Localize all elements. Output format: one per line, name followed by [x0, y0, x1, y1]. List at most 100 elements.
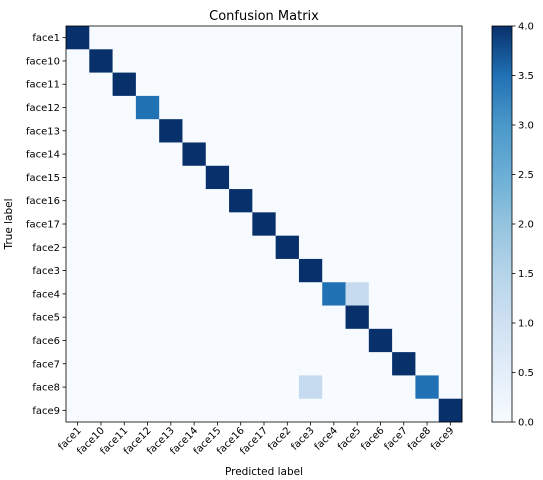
heatmap-cell-face1-face5 — [345, 26, 370, 50]
y-tick-label: face4 — [32, 289, 60, 300]
x-tick-label: face9 — [429, 425, 456, 452]
heatmap-cell-face9-face16 — [229, 398, 253, 423]
heatmap-cell-face5-face6 — [368, 305, 393, 330]
heatmap-cell-face10-face1 — [66, 49, 90, 73]
heatmap-cell-face15-face13 — [159, 165, 183, 190]
heatmap-cell-face7-face7 — [392, 352, 416, 376]
heatmap-cell-face16-face14 — [182, 189, 207, 213]
x-tick-label: face2 — [266, 425, 293, 452]
heatmap-cell-face14-face1 — [66, 142, 90, 167]
heatmap-cell-face16-face7 — [392, 189, 416, 213]
heatmap-cell-face5-face17 — [252, 305, 277, 330]
heatmap-cell-face1-face11 — [112, 26, 137, 50]
colorbar-tick-label: 1.0 — [518, 319, 534, 330]
heatmap-cell-face10-face4 — [322, 49, 346, 73]
heatmap-cell-face2-face5 — [345, 235, 370, 260]
heatmap-cell-face6-face7 — [392, 328, 416, 353]
heatmap-cell-face5-face12 — [135, 305, 160, 330]
heatmap-cell-face2-face14 — [182, 235, 207, 260]
heatmap-cell-face12-face16 — [229, 95, 253, 120]
heatmap-cell-face7-face12 — [135, 352, 160, 376]
heatmap-cell-face10-face7 — [392, 49, 416, 73]
heatmap-cell-face12-face13 — [159, 95, 183, 120]
heatmap-cell-face17-face14 — [182, 212, 207, 237]
heatmap-cell-face4-face17 — [252, 282, 277, 306]
y-tick-label: face12 — [26, 103, 60, 114]
y-tick-label: face2 — [32, 243, 60, 254]
heatmap-cell-face10-face3 — [298, 49, 323, 73]
heatmap-cell-face12-face4 — [322, 95, 346, 120]
heatmap-cell-face4-face1 — [66, 282, 90, 306]
heatmap-cell-face10-face2 — [275, 49, 300, 73]
heatmap-cell-face13-face13 — [159, 119, 183, 143]
heatmap-cell-face16-face5 — [345, 189, 370, 213]
heatmap-cell-face15-face16 — [229, 165, 253, 190]
heatmap-cell-face15-face12 — [135, 165, 160, 190]
heatmap-cell-face2-face1 — [66, 235, 90, 260]
heatmap-cell-face16-face1 — [66, 189, 90, 213]
heatmap-cell-face13-face12 — [135, 119, 160, 143]
heatmap-cell-face8-face14 — [182, 375, 207, 400]
heatmap-cell-face14-face11 — [112, 142, 137, 167]
colorbar-tick-label: 2.0 — [518, 220, 534, 231]
heatmap-cell-face10-face16 — [229, 49, 253, 73]
heatmap-cell-face14-face16 — [229, 142, 253, 167]
heatmap-cell-face15-face15 — [205, 165, 230, 190]
heatmap-cell-face7-face6 — [368, 352, 393, 376]
heatmap-cell-face4-face3 — [298, 282, 323, 306]
heatmap-cell-face13-face11 — [112, 119, 137, 143]
heatmap-cell-face17-face11 — [112, 212, 137, 237]
heatmap-cell-face14-face9 — [438, 142, 463, 167]
heatmap-cell-face4-face2 — [275, 282, 300, 306]
heatmap-cell-face6-face9 — [438, 328, 463, 353]
heatmap-cell-face10-face12 — [135, 49, 160, 73]
y-tick-label: face8 — [32, 383, 60, 394]
heatmap-cell-face3-face1 — [66, 258, 90, 283]
heatmap-cell-face14-face2 — [275, 142, 300, 167]
heatmap-cell-face15-face5 — [345, 165, 370, 190]
heatmap-cell-face14-face14 — [182, 142, 207, 167]
heatmap-cell-face2-face11 — [112, 235, 137, 260]
heatmap-cell-face6-face6 — [368, 328, 393, 353]
heatmap-cell-face9-face17 — [252, 398, 277, 423]
colorbar-ticks: 0.0 0.5 1.0 1.5 2.0 2.5 3.0 3.5 4.0 — [512, 22, 534, 429]
heatmap-cell-face15-face1 — [66, 165, 90, 190]
heatmap-cell-face11-face12 — [135, 72, 160, 97]
heatmap-cell-face4-face6 — [368, 282, 393, 306]
heatmap-cell-face1-face13 — [159, 26, 183, 50]
heatmap-cell-face13-face17 — [252, 119, 277, 143]
heatmap-cell-face11-face9 — [438, 72, 463, 97]
heatmap-cell-face16-face3 — [298, 189, 323, 213]
heatmap-cell-face3-face11 — [112, 258, 137, 283]
heatmap-cell-face3-face12 — [135, 258, 160, 283]
heatmap-cell-face2-face4 — [322, 235, 346, 260]
heatmap-cell-face3-face2 — [275, 258, 300, 283]
heatmap-cell-face7-face15 — [205, 352, 230, 376]
heatmap-cell-face5-face10 — [89, 305, 113, 330]
heatmap-cell-face1-face9 — [438, 26, 463, 50]
heatmap-cell-face2-face9 — [438, 235, 463, 260]
heatmap-cell-face6-face2 — [275, 328, 300, 353]
heatmap-cell-face2-face6 — [368, 235, 393, 260]
heatmap-cell-face5-face7 — [392, 305, 416, 330]
heatmap-cell-face2-face17 — [252, 235, 277, 260]
heatmap-cell-face12-face17 — [252, 95, 277, 120]
heatmap-cell-face12-face1 — [66, 95, 90, 120]
heatmap-cell-face10-face9 — [438, 49, 463, 73]
heatmap-cell-face6-face8 — [415, 328, 440, 353]
heatmap-cell-face5-face14 — [182, 305, 207, 330]
heatmap-cell-face6-face4 — [322, 328, 346, 353]
heatmap-cell-face9-face15 — [205, 398, 230, 423]
heatmap-cell-face2-face8 — [415, 235, 440, 260]
heatmap-cell-face13-face8 — [415, 119, 440, 143]
heatmap-cell-face5-face2 — [275, 305, 300, 330]
heatmap-cell-face1-face8 — [415, 26, 440, 50]
heatmap-cell-face3-face5 — [345, 258, 370, 283]
heatmap-cell-face7-face2 — [275, 352, 300, 376]
heatmap-cell-face11-face14 — [182, 72, 207, 97]
heatmap-cell-face17-face8 — [415, 212, 440, 237]
heatmap-cell-face16-face2 — [275, 189, 300, 213]
heatmap-cell-face9-face2 — [275, 398, 300, 423]
heatmap-cell-face14-face13 — [159, 142, 183, 167]
heatmap-cell-face11-face10 — [89, 72, 113, 97]
